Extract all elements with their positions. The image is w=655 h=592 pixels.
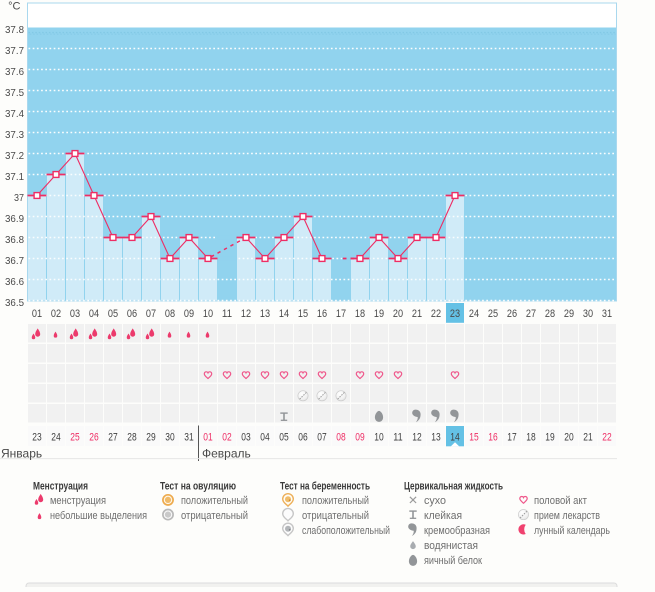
svg-text:05: 05: [108, 308, 118, 320]
svg-text:10: 10: [374, 432, 383, 444]
svg-text:яичный белок: яичный белок: [424, 555, 482, 567]
svg-text:08: 08: [336, 432, 345, 444]
svg-text:20: 20: [564, 432, 573, 444]
svg-text:Тест на овуляцию: Тест на овуляцию: [160, 481, 236, 493]
svg-text:05: 05: [279, 432, 288, 444]
svg-text:18: 18: [355, 308, 365, 320]
svg-text:31: 31: [602, 308, 612, 320]
svg-text:37.2: 37.2: [5, 150, 24, 162]
svg-text:37.4: 37.4: [5, 108, 24, 120]
svg-text:16: 16: [488, 432, 497, 444]
svg-text:отрицательный: отрицательный: [181, 510, 248, 522]
svg-text:02: 02: [51, 308, 61, 320]
svg-text:27: 27: [108, 432, 117, 444]
svg-text:12: 12: [412, 432, 421, 444]
svg-text:06: 06: [127, 308, 137, 320]
svg-text:14: 14: [279, 308, 289, 320]
svg-text:15: 15: [469, 432, 478, 444]
svg-text:37.1: 37.1: [5, 171, 24, 183]
svg-text:положительный: положительный: [181, 495, 248, 507]
svg-text:37: 37: [14, 192, 24, 204]
svg-text:21: 21: [412, 308, 422, 320]
svg-text:25: 25: [488, 308, 498, 320]
svg-text:лунный календарь: лунный календарь: [534, 525, 610, 537]
svg-text:16: 16: [317, 308, 327, 320]
svg-text:02: 02: [222, 432, 231, 444]
svg-text:26: 26: [89, 432, 98, 444]
svg-text:30: 30: [583, 308, 593, 320]
svg-text:Январь: Январь: [1, 447, 42, 461]
svg-text:07: 07: [146, 308, 156, 320]
svg-text:15: 15: [298, 308, 308, 320]
svg-text:23: 23: [32, 432, 41, 444]
svg-text:31: 31: [184, 432, 193, 444]
svg-text:прием лекарств: прием лекарств: [534, 510, 600, 522]
svg-text:менструация: менструация: [50, 495, 106, 507]
svg-text:30: 30: [165, 432, 174, 444]
svg-text:04: 04: [260, 432, 269, 444]
svg-text:36.9: 36.9: [5, 213, 24, 225]
svg-text:29: 29: [146, 432, 155, 444]
svg-text:28: 28: [127, 432, 136, 444]
svg-text:36.6: 36.6: [5, 276, 24, 288]
svg-text:13: 13: [431, 432, 440, 444]
svg-text:Тест на беременность: Тест на беременность: [280, 481, 370, 493]
svg-text:37.3: 37.3: [5, 129, 24, 141]
svg-text:37.8: 37.8: [5, 24, 24, 36]
svg-text:клейкая: клейкая: [424, 510, 462, 522]
svg-text:11: 11: [222, 308, 232, 320]
svg-text:22: 22: [602, 432, 611, 444]
svg-text:26: 26: [507, 308, 517, 320]
svg-text:03: 03: [241, 432, 250, 444]
svg-text:27: 27: [526, 308, 536, 320]
svg-text:19: 19: [545, 432, 554, 444]
svg-text:небольшие выделения: небольшие выделения: [50, 510, 147, 522]
svg-text:24: 24: [51, 432, 60, 444]
svg-text:06: 06: [298, 432, 307, 444]
svg-text:23: 23: [450, 308, 460, 320]
svg-text:слабоположительный: слабоположительный: [302, 525, 390, 537]
svg-text:01: 01: [32, 308, 42, 320]
svg-text:07: 07: [317, 432, 326, 444]
svg-text:°C: °C: [8, 1, 20, 13]
svg-text:18: 18: [526, 432, 535, 444]
svg-text:28: 28: [545, 308, 555, 320]
svg-text:09: 09: [184, 308, 194, 320]
svg-text:12: 12: [241, 308, 251, 320]
svg-text:21: 21: [583, 432, 592, 444]
svg-text:03: 03: [70, 308, 80, 320]
svg-text:17: 17: [336, 308, 346, 320]
svg-text:10: 10: [203, 308, 213, 320]
svg-text:04: 04: [89, 308, 99, 320]
svg-text:36.5: 36.5: [5, 297, 24, 309]
svg-text:25: 25: [70, 432, 79, 444]
svg-text:13: 13: [260, 308, 270, 320]
svg-text:сухо: сухо: [424, 495, 446, 507]
svg-text:09: 09: [355, 432, 364, 444]
svg-text:19: 19: [374, 308, 384, 320]
svg-text:24: 24: [469, 308, 479, 320]
svg-text:Февраль: Февраль: [202, 447, 251, 461]
svg-text:29: 29: [564, 308, 574, 320]
svg-text:37.6: 37.6: [5, 66, 24, 78]
svg-text:отрицательный: отрицательный: [302, 510, 369, 522]
svg-text:11: 11: [393, 432, 402, 444]
svg-text:37.5: 37.5: [5, 87, 24, 99]
svg-text:20: 20: [393, 308, 403, 320]
svg-text:17: 17: [507, 432, 516, 444]
svg-text:половой акт: половой акт: [534, 495, 587, 507]
svg-text:Менструация: Менструация: [33, 481, 88, 493]
svg-text:14: 14: [450, 432, 459, 444]
svg-text:кремообразная: кремообразная: [424, 525, 490, 537]
svg-text:01: 01: [203, 432, 212, 444]
svg-text:22: 22: [431, 308, 441, 320]
svg-text:36.7: 36.7: [5, 255, 24, 267]
svg-text:37.7: 37.7: [5, 45, 24, 57]
svg-text:Цервикальная жидкость: Цервикальная жидкость: [404, 481, 503, 493]
svg-text:положительный: положительный: [302, 495, 369, 507]
svg-text:водянистая: водянистая: [424, 540, 478, 552]
svg-text:36.8: 36.8: [5, 234, 24, 246]
svg-text:08: 08: [165, 308, 175, 320]
